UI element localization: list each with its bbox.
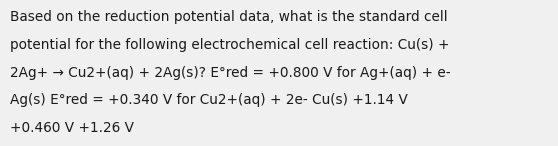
Text: Based on the reduction potential data, what is the standard cell: Based on the reduction potential data, w…: [10, 10, 448, 24]
Text: 2Ag+ → Cu2+(aq) + 2Ag(s)? E°red = +0.800 V for Ag+(aq) + e-: 2Ag+ → Cu2+(aq) + 2Ag(s)? E°red = +0.800…: [10, 66, 451, 80]
Text: +0.460 V +1.26 V: +0.460 V +1.26 V: [10, 121, 134, 135]
Text: Ag(s) E°red = +0.340 V for Cu2+(aq) + 2e- Cu(s) +1.14 V: Ag(s) E°red = +0.340 V for Cu2+(aq) + 2e…: [10, 93, 408, 107]
Text: potential for the following electrochemical cell reaction: Cu(s) +: potential for the following electrochemi…: [10, 38, 450, 52]
